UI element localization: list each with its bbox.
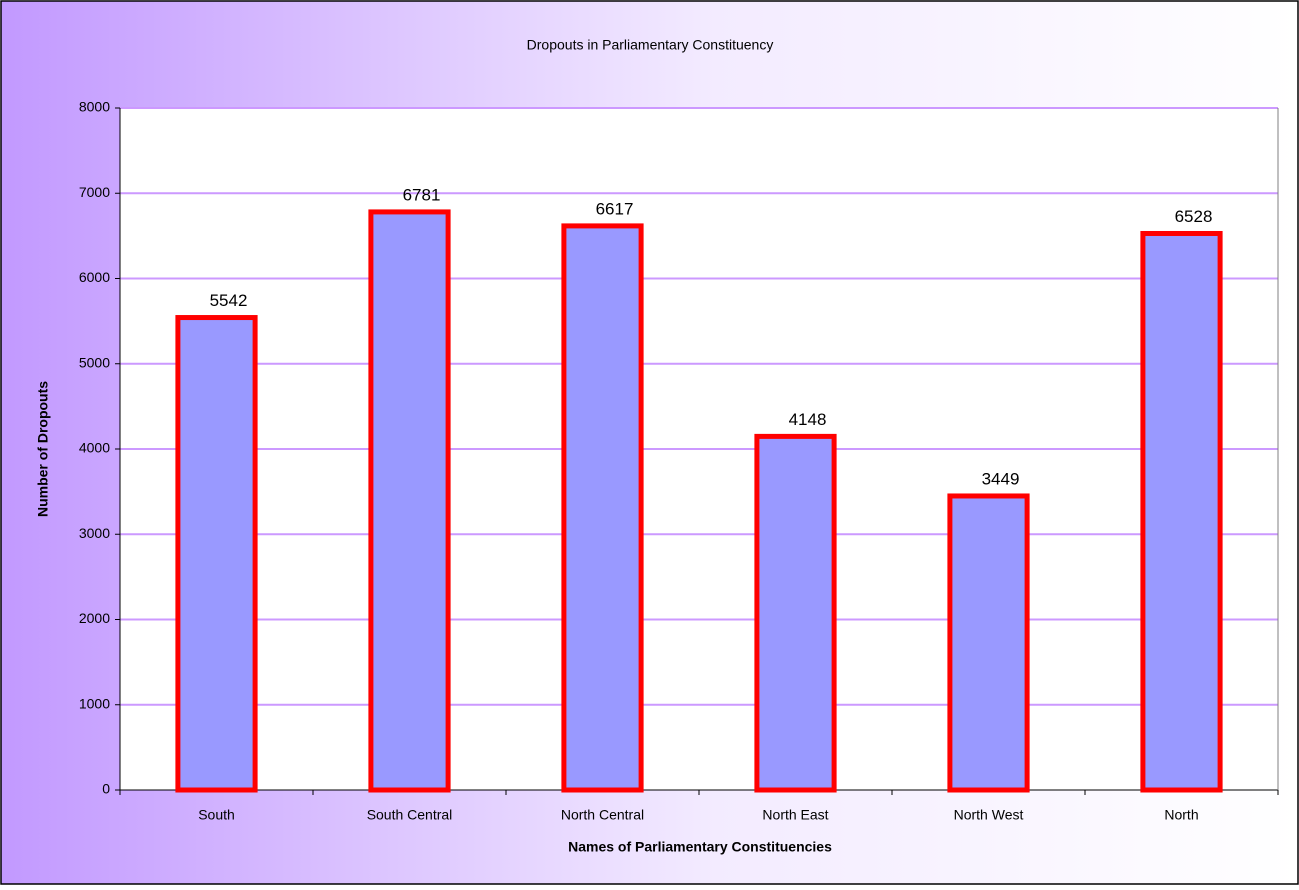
y-axis-label: Number of Dropouts <box>35 381 51 517</box>
data-label: 5542 <box>210 291 248 310</box>
y-tick-label: 3000 <box>79 525 110 541</box>
bar <box>368 209 451 793</box>
bar <box>754 433 837 793</box>
y-tick-label: 6000 <box>79 269 110 285</box>
x-tick-label: North East <box>762 807 828 823</box>
y-tick-label: 8000 <box>79 99 110 115</box>
x-tick-label: North <box>1164 807 1198 823</box>
x-tick-label: North West <box>954 807 1024 823</box>
data-label: 3449 <box>982 469 1020 488</box>
x-axis-label: Names of Parliamentary Constituencies <box>568 839 832 855</box>
bar <box>175 315 258 793</box>
y-tick-label: 2000 <box>79 610 110 626</box>
data-label: 6617 <box>596 199 634 218</box>
x-tick-label: North Central <box>561 807 644 823</box>
x-tick-label: South Central <box>367 807 453 823</box>
y-tick-label: 4000 <box>79 440 110 456</box>
y-tick-label: 5000 <box>79 354 110 370</box>
bar <box>1140 230 1223 793</box>
bar <box>561 223 644 793</box>
data-label: 4148 <box>789 410 827 429</box>
y-tick-label: 0 <box>102 781 110 797</box>
x-tick-label: South <box>198 807 235 823</box>
chart-title: Dropouts in Parliamentary Constituency <box>527 37 774 53</box>
y-tick-label: 7000 <box>79 184 110 200</box>
data-label: 6528 <box>1175 207 1213 226</box>
bar <box>947 493 1030 793</box>
data-label: 6781 <box>403 185 441 204</box>
y-tick-label: 1000 <box>79 695 110 711</box>
